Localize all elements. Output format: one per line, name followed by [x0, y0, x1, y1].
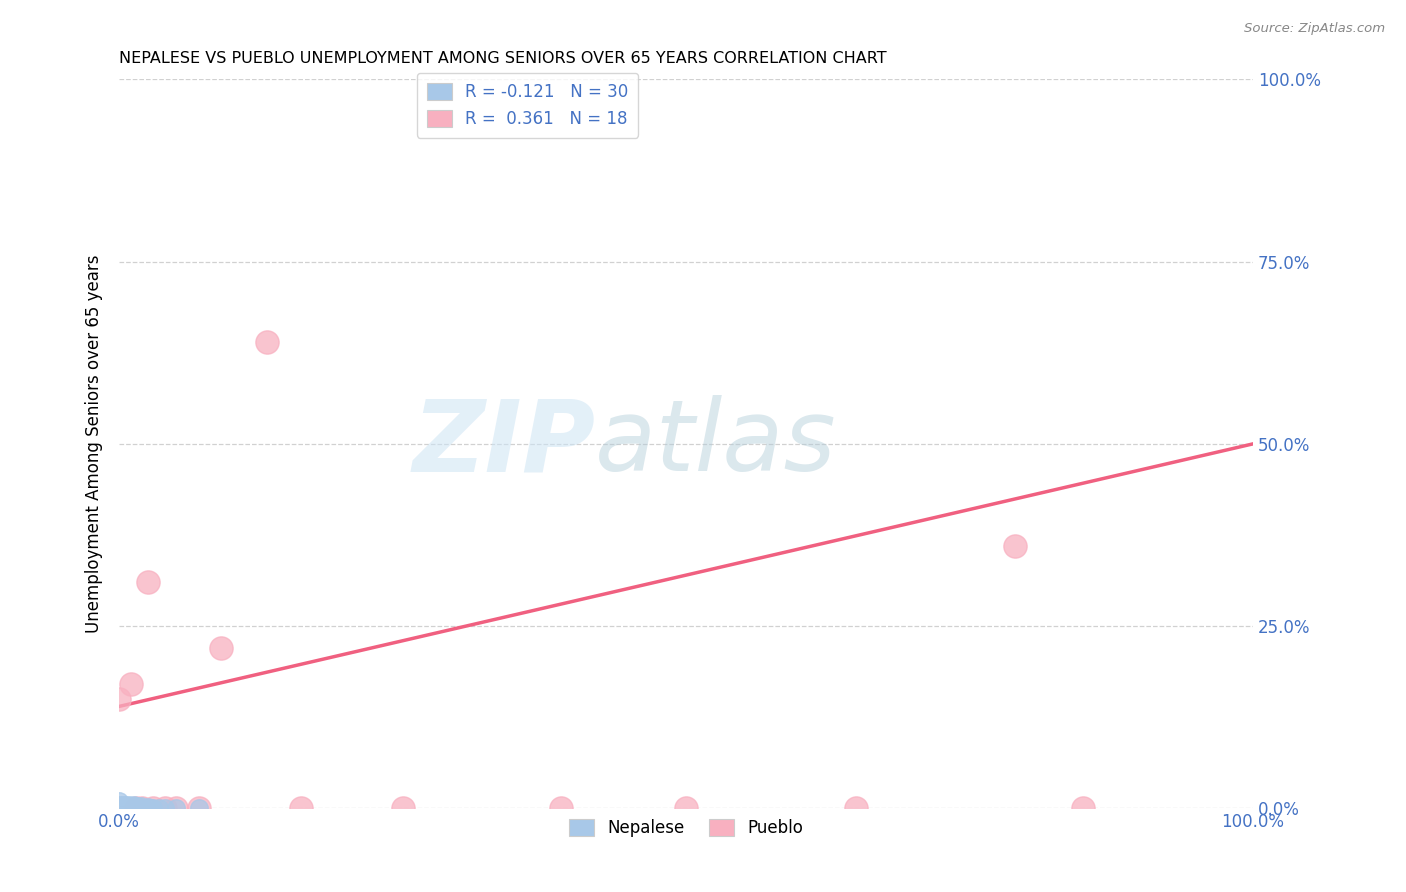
Point [290, 801, 312, 815]
Legend: Nepalese, Pueblo: Nepalese, Pueblo [562, 813, 810, 844]
Point [120, 677, 142, 691]
Point [108, 692, 131, 706]
Point [153, 801, 176, 815]
Point [128, 800, 150, 814]
Point [131, 801, 153, 815]
Point [136, 800, 159, 814]
Point [110, 801, 132, 815]
Point [165, 801, 187, 815]
Text: atlas: atlas [595, 395, 837, 492]
Point [114, 797, 136, 812]
Y-axis label: Unemployment Among Seniors over 65 years: Unemployment Among Seniors over 65 years [86, 254, 103, 633]
Point [124, 801, 146, 815]
Point [675, 801, 697, 815]
Point [108, 794, 131, 808]
Point [134, 801, 156, 815]
Point [209, 641, 232, 656]
Point [139, 801, 162, 815]
Point [121, 799, 143, 814]
Point [142, 801, 165, 815]
Point [142, 801, 165, 815]
Point [845, 801, 868, 815]
Point [187, 801, 209, 815]
Point [115, 799, 138, 814]
Point [128, 801, 150, 815]
Point [1004, 539, 1026, 553]
Point [125, 801, 148, 815]
Point [122, 797, 145, 812]
Point [550, 801, 572, 815]
Point [136, 575, 159, 590]
Point [129, 799, 152, 814]
Point [148, 801, 170, 815]
Point [112, 801, 135, 815]
Point [108, 801, 131, 815]
Point [391, 801, 413, 815]
Point [187, 801, 209, 815]
Point [153, 801, 176, 815]
Point [118, 797, 141, 812]
Point [115, 801, 138, 815]
Point [108, 797, 131, 812]
Point [111, 797, 134, 812]
Point [131, 801, 153, 815]
Point [1071, 801, 1094, 815]
Point [125, 799, 148, 814]
Text: ZIP: ZIP [412, 395, 595, 492]
Point [120, 801, 142, 815]
Text: Source: ZipAtlas.com: Source: ZipAtlas.com [1244, 22, 1385, 36]
Point [256, 334, 278, 349]
Point [127, 801, 149, 815]
Text: NEPALESE VS PUEBLO UNEMPLOYMENT AMONG SENIORS OVER 65 YEARS CORRELATION CHART: NEPALESE VS PUEBLO UNEMPLOYMENT AMONG SE… [120, 51, 887, 66]
Point [117, 801, 139, 815]
Point [122, 801, 145, 815]
Point [165, 801, 187, 815]
